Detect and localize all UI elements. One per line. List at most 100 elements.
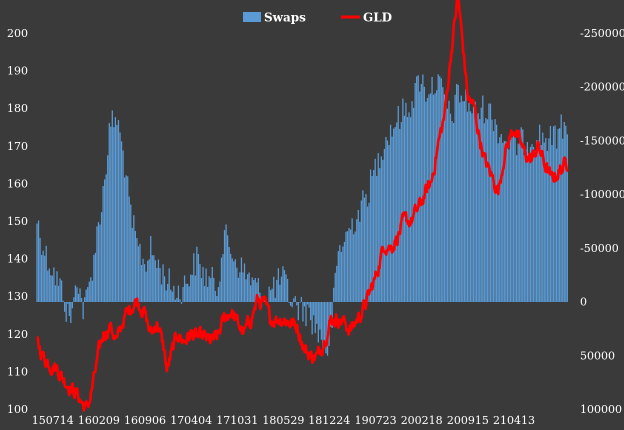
swaps-bar-193 <box>333 287 335 302</box>
legend-label-gld: GLD <box>363 11 392 25</box>
swaps-bar-20 <box>67 302 69 304</box>
swaps-bar-217 <box>369 169 372 302</box>
swaps-bar-6 <box>45 245 47 302</box>
swaps-bar-95 <box>182 287 184 302</box>
swaps-bar-277 <box>462 101 464 302</box>
swaps-bar-230 <box>389 124 392 303</box>
swaps-bar-98 <box>187 283 189 302</box>
swaps-bar-295 <box>489 103 492 302</box>
swaps-bar-272 <box>454 94 456 302</box>
swaps-bar-243 <box>409 117 412 302</box>
swaps-bar-327 <box>539 124 541 303</box>
swaps-bar-278 <box>463 101 465 303</box>
swaps-bar-273 <box>456 83 458 302</box>
swaps-bar-228 <box>386 140 389 302</box>
swaps-bar-88 <box>171 291 173 302</box>
swaps-bar-269 <box>449 113 452 302</box>
swaps-bar-133 <box>240 257 243 302</box>
swaps-bar-153 <box>271 288 273 302</box>
swaps-bar-154 <box>273 276 275 302</box>
swaps-bar-49 <box>111 110 113 303</box>
swaps-bar-78 <box>156 267 158 302</box>
swaps-bar-175 <box>305 302 307 327</box>
swaps-bar-264 <box>442 87 444 303</box>
left-tick-label-9: 190 <box>7 65 28 78</box>
swaps-bar-117 <box>216 295 218 302</box>
swaps-bar-215 <box>366 206 369 302</box>
swaps-bar-324 <box>534 150 536 302</box>
swaps-bar-306 <box>506 148 509 302</box>
swaps-bar-83 <box>163 276 166 302</box>
swaps-bar-170 <box>297 302 299 321</box>
swaps-bar-338 <box>555 148 558 302</box>
swaps-bar-108 <box>202 266 204 302</box>
swaps-bar-89 <box>173 285 175 302</box>
x-tick-label-3: 170404 <box>170 414 212 427</box>
left-tick-label-10: 200 <box>7 27 28 40</box>
swaps-bar-335 <box>551 145 553 302</box>
swaps-bar-234 <box>396 122 398 302</box>
swaps-bar-15 <box>59 278 61 302</box>
swaps-bar-258 <box>432 94 435 302</box>
swaps-bar-115 <box>213 277 215 302</box>
swaps-bar-341 <box>560 114 562 303</box>
swaps-bar-196 <box>337 251 339 302</box>
right-tick-label-4: -100000 <box>580 188 624 201</box>
swaps-bar-237 <box>400 122 402 302</box>
left-tick-label-4: 140 <box>7 253 28 266</box>
swaps-bar-27 <box>77 293 80 302</box>
swaps-bar-305 <box>505 141 507 302</box>
x-tick-label-5: 180529 <box>262 414 304 427</box>
swaps-bar-42 <box>100 212 103 302</box>
swaps-bar-58 <box>125 175 127 302</box>
swaps-bar-152 <box>270 290 272 302</box>
legend: Swaps GLD <box>243 11 392 25</box>
swaps-bar-275 <box>459 102 461 302</box>
swaps-bar-93 <box>179 299 181 302</box>
swaps-bar-331 <box>545 138 547 302</box>
swaps-bar-7 <box>47 270 49 302</box>
swaps-bar-104 <box>196 246 198 302</box>
swaps-bar-251 <box>422 74 424 303</box>
swaps-bar-259 <box>434 93 436 303</box>
swaps-bar-261 <box>437 74 439 302</box>
swaps-bar-307 <box>508 149 510 302</box>
swaps-bar-112 <box>208 276 210 302</box>
swaps-bar-114 <box>211 266 213 302</box>
swaps-bar-28 <box>79 288 81 302</box>
swaps-bar-169 <box>296 302 298 306</box>
swaps-bar-33 <box>87 287 89 302</box>
swaps-bar-293 <box>486 119 489 302</box>
swaps-bar-344 <box>565 125 567 303</box>
swaps-bar-129 <box>234 259 236 302</box>
swaps-bar-3 <box>40 255 43 302</box>
swaps-bar-197 <box>339 245 341 302</box>
swaps-bar-336 <box>552 126 555 303</box>
swaps-bar-289 <box>480 107 482 302</box>
swaps-bar-268 <box>448 100 450 303</box>
swaps-bar-297 <box>492 131 495 302</box>
swaps-bar-310 <box>512 131 515 302</box>
swaps-bar-299 <box>496 124 498 303</box>
swaps-bar-51 <box>114 117 117 303</box>
x-tick-label-1: 160209 <box>78 414 120 427</box>
swaps-bar-111 <box>207 286 209 302</box>
swaps-bar-342 <box>562 138 564 302</box>
right-tick-label-2: 0 <box>580 296 587 309</box>
swaps-bar-44 <box>104 179 106 302</box>
swaps-bar-263 <box>440 78 442 302</box>
swaps-bar-69 <box>142 258 144 302</box>
swaps-bar-57 <box>123 177 126 302</box>
x-tick-label-8: 200218 <box>401 414 443 427</box>
swaps-bar-317 <box>523 155 525 302</box>
swaps-bar-102 <box>193 253 195 302</box>
swaps-bar-290 <box>482 95 484 302</box>
swaps-bar-257 <box>431 76 433 302</box>
swaps-bar-220 <box>374 158 376 302</box>
swaps-bar-321 <box>529 146 532 302</box>
swaps-bar-270 <box>451 121 453 302</box>
swaps-bar-221 <box>376 175 378 302</box>
swaps-bar-125 <box>228 246 230 302</box>
swaps-bar-10 <box>51 275 53 302</box>
x-tick-label-0: 150714 <box>32 414 74 427</box>
